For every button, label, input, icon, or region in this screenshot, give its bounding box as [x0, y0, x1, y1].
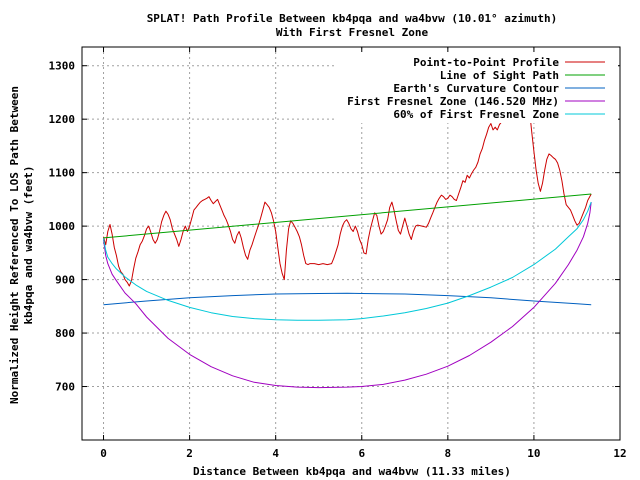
plot-frame	[81, 46, 621, 441]
y-tick-label: 1300	[49, 60, 76, 73]
x-tick-label: 4	[272, 447, 279, 460]
x-tick-label: 6	[358, 447, 365, 460]
x-axis-label: Distance Between kb4pqa and wa4bvw (11.3…	[193, 465, 511, 478]
y-tick-label: 1100	[49, 167, 76, 180]
y-axis-label-line2: kb4pqa and wa4bvw (feet)	[22, 166, 35, 325]
axis-ticks: 0 2 4 6 8 10 12 700 800 900 1000 1100 1200 1300	[49, 47, 627, 460]
y-tick-label: 1000	[49, 220, 76, 233]
series-line-60-of-first-fresnel-zone	[103, 201, 592, 321]
x-tick-label: 2	[186, 447, 193, 460]
x-tick-label: 10	[527, 447, 540, 460]
chart-title: SPLAT! Path Profile Between kb4pqa and w…	[147, 12, 558, 25]
x-tick-label: 0	[100, 447, 107, 460]
y-axis-label-line1: Normalized Height Referenced To LOS Path…	[8, 86, 21, 404]
chart-subtitle: With First Fresnel Zone	[276, 26, 429, 39]
legend-label: First Fresnel Zone (146.520 MHz)	[347, 95, 559, 108]
y-tick-label: 1200	[49, 113, 76, 126]
x-tick-label: 12	[613, 447, 626, 460]
y-tick-label: 800	[55, 327, 75, 340]
y-tick-label: 900	[55, 274, 75, 287]
y-tick-label: 700	[55, 381, 75, 394]
series-line-earth-s-curvature-contour	[103, 292, 592, 306]
legend-label: Earth's Curvature Contour	[393, 82, 559, 95]
legend-label: Point-to-Point Profile	[413, 56, 559, 69]
x-tick-label: 8	[445, 447, 452, 460]
series-line-first-fresnel-zone-146-520-mhz	[103, 202, 592, 389]
y-axis-label-group: Normalized Height Referenced To LOS Path…	[8, 86, 35, 404]
series-line-line-of-sight-path	[103, 193, 592, 239]
legend-label: Line of Sight Path	[440, 69, 559, 82]
legend-label: 60% of First Fresnel Zone	[393, 108, 559, 121]
